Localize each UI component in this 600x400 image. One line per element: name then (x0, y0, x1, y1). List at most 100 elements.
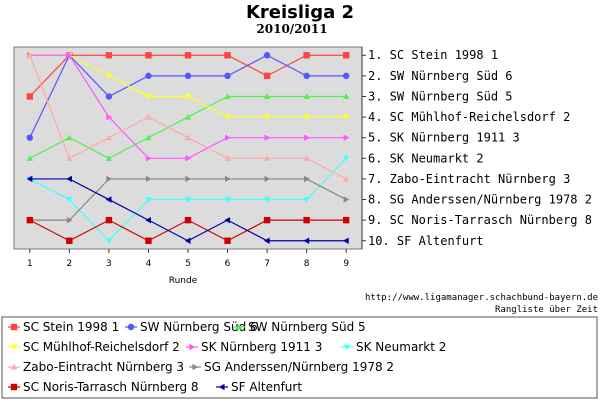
legend-item: SW Nürnberg Süd 6 (125, 320, 258, 334)
data-point (303, 52, 310, 59)
rank-label: 2. SW Nürnberg Süd 6 (368, 69, 513, 83)
x-tick-label: 4 (146, 259, 152, 269)
legend-marker (343, 344, 351, 351)
legend-marker (10, 323, 18, 331)
data-point (145, 155, 152, 162)
data-point (105, 155, 113, 161)
rank-label: 5. SK Nürnberg 1911 3 (368, 131, 520, 145)
data-point (224, 114, 231, 121)
data-point (105, 73, 113, 80)
data-point (105, 196, 112, 203)
data-point (105, 238, 113, 244)
series-3 (26, 93, 350, 161)
x-tick-label: 2 (66, 259, 72, 269)
chart-title: Kreisliga 2 (246, 2, 354, 23)
legend-marker (218, 383, 225, 391)
data-point (304, 175, 310, 183)
data-point (184, 196, 192, 203)
data-point (224, 196, 231, 203)
data-point (224, 134, 231, 141)
rank-label: 1. SC Stein 1998 1 (368, 48, 498, 62)
data-point (303, 216, 310, 224)
data-point (145, 196, 152, 203)
legend-marker (235, 323, 243, 330)
data-point (145, 134, 152, 141)
data-point (342, 114, 350, 121)
data-point (26, 155, 34, 161)
data-point (342, 216, 350, 224)
data-point (304, 134, 310, 141)
x-tick-label: 5 (185, 259, 191, 269)
data-point (303, 196, 310, 203)
data-point (66, 175, 72, 183)
data-point (224, 72, 231, 80)
data-point (342, 175, 350, 182)
legend-item: SG Anderssen/Nürnberg 1978 2 (189, 360, 394, 374)
data-point (224, 52, 231, 59)
x-tick-label: 8 (304, 259, 310, 269)
data-point (185, 155, 192, 162)
legend-item: SC Noris-Tarrasch Nürnberg 8 (8, 380, 199, 394)
data-point (224, 175, 231, 183)
data-point (263, 114, 271, 121)
series-1 (26, 52, 350, 100)
data-point (224, 155, 231, 161)
x-tick-label: 9 (343, 259, 349, 269)
legend-marker (10, 344, 18, 351)
data-point (184, 52, 192, 59)
data-point (184, 237, 191, 244)
data-point (184, 134, 192, 141)
rank-label: 7. Zabo-Eintracht Nürnberg 3 (368, 172, 570, 186)
data-point (342, 237, 349, 244)
data-point (66, 155, 73, 161)
data-point (66, 52, 73, 59)
data-point (145, 216, 152, 224)
plot-area (13, 46, 363, 250)
x-tick-label: 6 (225, 259, 231, 269)
legend-label: SC Stein 1998 1 (23, 320, 119, 334)
chart-subtitle: 2010/2011 (256, 22, 327, 36)
data-point (342, 72, 350, 80)
legend-label: SC Noris-Tarrasch Nürnberg 8 (23, 380, 199, 394)
data-point (343, 134, 350, 141)
data-point (145, 113, 152, 120)
source-url: http://www.ligamanager.schachbund-bayern… (365, 293, 598, 303)
data-point (342, 52, 350, 59)
data-point (184, 72, 192, 80)
rank-label: 6. SK Neumarkt 2 (368, 151, 484, 165)
data-point (26, 216, 34, 224)
legend-box (1, 316, 598, 399)
data-point (263, 216, 271, 224)
x-tick-label: 7 (264, 259, 270, 269)
legend-marker (189, 343, 196, 351)
data-point (105, 216, 113, 224)
data-point (26, 134, 34, 141)
series-9 (26, 216, 350, 244)
chart-caption: Rangliste über Zeit (495, 305, 598, 315)
data-point (263, 196, 271, 203)
legend-item: SK Neumarkt 2 (341, 340, 446, 354)
legend-marker (10, 363, 18, 370)
data-point (303, 72, 310, 80)
data-point (224, 93, 231, 100)
data-point (26, 93, 34, 100)
legend-item: SK Nürnberg 1911 3 (186, 340, 322, 354)
legend: SC Stein 1998 1 SW Nürnberg Süd 6SW Nürnb… (8, 320, 446, 394)
rank-label: 9. SC Noris-Tarrasch Nürnberg 8 (368, 213, 592, 227)
legend-label: Zabo-Eintracht Nürnberg 3 (23, 360, 184, 374)
series-7 (26, 52, 350, 182)
data-point (66, 237, 73, 244)
data-point (145, 237, 152, 244)
legend-item: SC Stein 1998 1 (8, 320, 119, 334)
legend-label: SG Anderssen/Nürnberg 1978 2 (204, 360, 394, 374)
data-point (343, 196, 350, 203)
data-point (224, 237, 231, 244)
data-point (303, 93, 310, 100)
series-4 (26, 52, 350, 121)
legend-label: SW Nürnberg Süd 6 (140, 320, 258, 334)
legend-item: SC Mühlhof-Reichelsdorf 2 (8, 340, 180, 354)
data-point (26, 175, 33, 183)
data-point (264, 134, 271, 141)
data-point (145, 72, 152, 80)
